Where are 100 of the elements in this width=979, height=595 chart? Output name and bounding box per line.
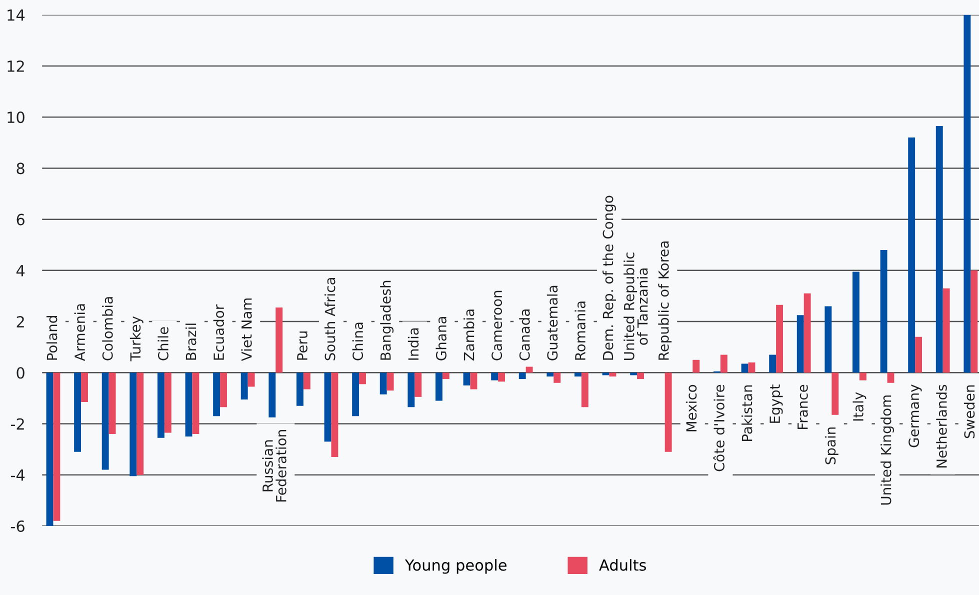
bar xyxy=(804,293,811,373)
bar xyxy=(185,372,192,437)
bar xyxy=(581,372,588,408)
x-tick-label: Egypt xyxy=(770,384,783,423)
x-tick-label: Viet Nam xyxy=(241,298,252,362)
x-tick-label: Peru xyxy=(297,331,308,360)
bar xyxy=(776,304,783,373)
x-tick-label: India xyxy=(408,328,419,360)
legend-label: Adults xyxy=(599,558,646,571)
bar xyxy=(164,372,172,433)
bar xyxy=(964,14,971,373)
bar xyxy=(248,372,255,387)
legend-label: Young people xyxy=(404,558,506,574)
bar xyxy=(609,372,616,376)
x-tick-label: Poland xyxy=(46,316,58,360)
x-tick-label: Ecuador xyxy=(213,304,224,360)
bar xyxy=(692,360,700,373)
bar xyxy=(574,372,582,376)
x-tick-label: Armenia xyxy=(74,304,86,362)
bar xyxy=(408,372,415,408)
bar xyxy=(796,315,804,373)
x-tick-label: Russian Federation xyxy=(262,430,286,502)
y-tick-label: 12 xyxy=(8,60,24,72)
bar xyxy=(276,307,283,373)
x-tick-label: Italy xyxy=(852,392,866,421)
bar xyxy=(324,372,332,442)
bar xyxy=(498,372,505,382)
y-tick-label: 14 xyxy=(8,10,25,21)
x-tick-label: Germany xyxy=(908,384,922,448)
bar xyxy=(970,270,978,373)
bar xyxy=(637,372,644,380)
bar xyxy=(824,306,832,373)
x-tick-label: Brazil xyxy=(186,324,196,360)
bar xyxy=(157,372,164,438)
x-tick-label: China xyxy=(352,322,364,360)
x-tick-label: United Kingdom xyxy=(880,396,894,505)
bar xyxy=(46,372,54,526)
bar xyxy=(887,372,894,383)
y-tick-label: 4 xyxy=(16,265,25,276)
x-tick-label: Zambia xyxy=(464,310,474,361)
y-tick-label: 2 xyxy=(16,316,24,328)
bar xyxy=(240,372,248,400)
x-tick-label: Turkey xyxy=(130,316,144,362)
bar xyxy=(832,372,839,415)
x-tick-label: Sweden xyxy=(964,385,975,438)
bar xyxy=(192,372,200,434)
bar xyxy=(435,372,442,401)
y-tick-label: 8 xyxy=(16,162,24,174)
bar xyxy=(936,126,943,373)
x-tick-label: Romania xyxy=(574,302,586,360)
bar xyxy=(442,372,450,380)
bar xyxy=(213,372,220,416)
x-tick-label: Pakistan xyxy=(742,385,752,441)
x-tick-label: Spain xyxy=(824,427,838,464)
x-tick-label: Chile xyxy=(158,327,168,360)
bar xyxy=(102,372,109,470)
bar xyxy=(915,336,922,373)
bar xyxy=(630,372,638,376)
bar xyxy=(136,372,144,475)
bar xyxy=(463,372,470,386)
bar xyxy=(526,366,533,373)
bar xyxy=(296,372,304,406)
x-tick-label: Dem. Rep. of the Congo xyxy=(602,196,616,360)
x-tick-label: Ghana xyxy=(436,317,446,360)
bar xyxy=(852,272,860,373)
bar xyxy=(741,364,748,373)
bar xyxy=(268,372,276,418)
x-tick-label: Republic of Korea xyxy=(658,241,672,360)
y-tick-label: 10 xyxy=(8,112,24,124)
bar xyxy=(518,372,526,380)
y-tick-label: -2 xyxy=(10,418,24,430)
y-tick-label: -6 xyxy=(10,520,24,532)
x-tick-label: Côte d'Ivoire xyxy=(713,384,724,472)
bar xyxy=(942,288,950,373)
bar xyxy=(352,372,360,416)
bar xyxy=(386,372,394,391)
x-tick-label: South Africa xyxy=(324,278,336,360)
bar xyxy=(859,372,866,380)
x-tick-label: Mexico xyxy=(686,384,697,432)
x-tick-label: Guatemala xyxy=(546,286,558,360)
bar xyxy=(359,372,366,384)
bar xyxy=(720,354,728,373)
x-tick-label: United Republic of Tanzania xyxy=(624,252,648,360)
y-tick-label: 6 xyxy=(16,214,24,226)
bar xyxy=(748,362,756,373)
bar xyxy=(108,372,116,434)
y-tick-label: 0 xyxy=(16,367,24,379)
bar xyxy=(546,372,554,376)
bar xyxy=(602,372,610,376)
bar xyxy=(331,372,338,457)
bar xyxy=(380,372,387,394)
x-tick-label: Bangladesh xyxy=(380,280,394,360)
bar xyxy=(130,372,137,476)
bar xyxy=(220,372,227,408)
x-tick-label: Netherlands xyxy=(936,384,947,468)
bar xyxy=(769,354,776,373)
bar xyxy=(554,372,561,383)
bar xyxy=(491,372,498,380)
bar xyxy=(81,372,88,402)
x-tick-label: Colombia xyxy=(102,297,113,360)
